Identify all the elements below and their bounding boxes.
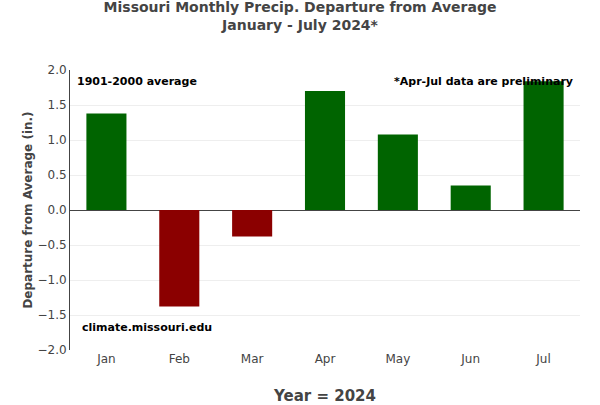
svg-text:Mar: Mar <box>241 352 264 366</box>
svg-text:−1.0: −1.0 <box>37 273 66 287</box>
svg-text:0.0: 0.0 <box>48 203 67 217</box>
svg-text:1.0: 1.0 <box>48 133 67 147</box>
svg-text:Jun: Jun <box>460 352 480 366</box>
svg-text:−2.0: −2.0 <box>37 343 66 357</box>
svg-text:1901-2000 average: 1901-2000 average <box>77 75 197 88</box>
svg-text:Departure from Average (in.): Departure from Average (in.) <box>21 111 35 308</box>
svg-text:May: May <box>385 352 410 366</box>
svg-text:0.5: 0.5 <box>48 168 67 182</box>
svg-text:Jan: Jan <box>96 352 116 366</box>
svg-text:*Apr-Jul data are preliminary: *Apr-Jul data are preliminary <box>394 75 573 88</box>
svg-text:climate.missouri.edu: climate.missouri.edu <box>82 321 212 334</box>
svg-text:−1.5: −1.5 <box>37 308 66 322</box>
svg-text:Apr: Apr <box>315 352 336 366</box>
svg-text:Feb: Feb <box>169 352 190 366</box>
svg-text:−0.5: −0.5 <box>37 238 66 252</box>
svg-text:Missouri Monthly Precip. Depar: Missouri Monthly Precip. Departure from … <box>104 0 497 33</box>
svg-text:Year = 2024: Year = 2024 <box>273 387 376 405</box>
svg-text:2.0: 2.0 <box>48 63 67 77</box>
svg-text:Jul: Jul <box>535 352 550 366</box>
svg-text:1.5: 1.5 <box>48 98 67 112</box>
